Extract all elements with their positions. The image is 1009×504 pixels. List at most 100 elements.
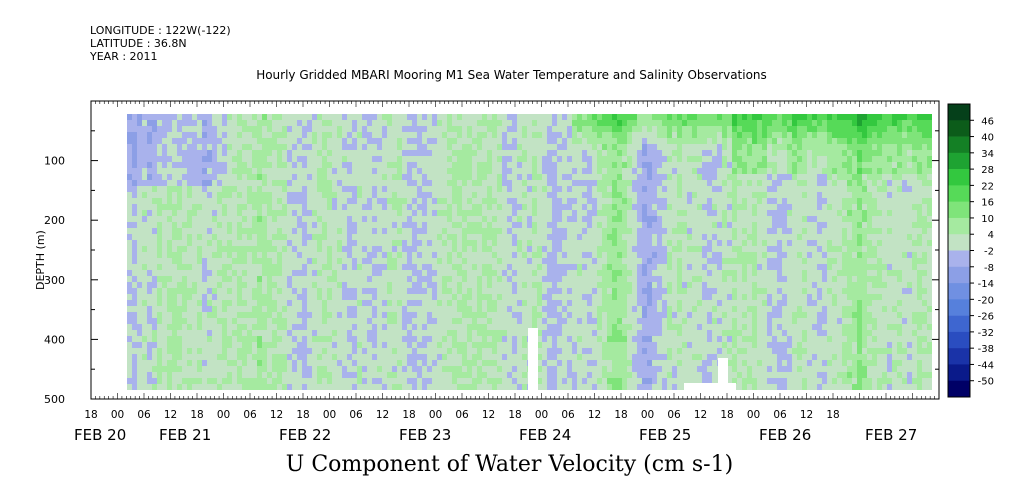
heatmap-cell xyxy=(277,360,283,367)
heatmap-cell xyxy=(537,210,543,217)
heatmap-cell xyxy=(312,324,318,331)
heatmap-cell xyxy=(607,192,613,199)
heatmap-cell xyxy=(352,132,358,139)
heatmap-cell xyxy=(132,186,138,193)
heatmap-cell xyxy=(362,336,368,343)
heatmap-cell xyxy=(432,354,438,361)
heatmap-cell xyxy=(627,270,633,277)
heatmap-cell xyxy=(162,174,168,181)
heatmap-cell xyxy=(652,330,658,337)
heatmap-cell xyxy=(462,126,468,133)
heatmap-cell xyxy=(637,270,643,277)
heatmap-cell xyxy=(267,168,273,175)
heatmap-cell xyxy=(372,120,378,127)
heatmap-cell xyxy=(457,360,463,367)
heatmap-cell xyxy=(307,186,313,193)
heatmap-cell xyxy=(367,336,373,343)
heatmap-cell xyxy=(407,240,413,247)
heatmap-cell xyxy=(312,258,318,265)
heatmap-cell xyxy=(632,300,638,307)
heatmap-cell xyxy=(607,120,613,127)
heatmap-cell xyxy=(227,216,233,223)
heatmap-cell xyxy=(492,300,498,307)
heatmap-cell xyxy=(282,228,288,235)
heatmap-cell xyxy=(372,162,378,169)
heatmap-cell xyxy=(537,372,543,379)
heatmap-cell xyxy=(452,210,458,217)
heatmap-cell xyxy=(357,312,363,319)
heatmap-cell xyxy=(507,192,513,199)
heatmap-cell xyxy=(237,306,243,313)
heatmap-cell xyxy=(612,168,618,175)
heatmap-cell xyxy=(392,276,398,283)
heatmap-cell xyxy=(522,354,528,361)
heatmap-cell xyxy=(427,318,433,325)
heatmap-cell xyxy=(617,126,623,133)
heatmap-cell xyxy=(437,288,443,295)
heatmap-cell xyxy=(227,234,233,241)
heatmap-cell xyxy=(457,210,463,217)
heatmap-cell xyxy=(472,264,478,271)
heatmap-cell xyxy=(647,324,653,331)
heatmap-cell xyxy=(152,180,158,187)
heatmap-cell xyxy=(342,168,348,175)
heatmap-cell xyxy=(417,228,423,235)
heatmap-cell xyxy=(377,378,383,385)
heatmap-cell xyxy=(392,198,398,205)
heatmap-cell xyxy=(547,348,553,355)
heatmap-cell xyxy=(157,348,163,355)
heatmap-cell xyxy=(302,114,308,121)
heatmap-cell xyxy=(447,228,453,235)
heatmap-cell xyxy=(447,216,453,223)
heatmap-cell xyxy=(552,114,558,121)
heatmap-cell xyxy=(342,180,348,187)
heatmap-cell xyxy=(617,306,623,313)
heatmap-cell xyxy=(587,246,593,253)
heatmap-cell xyxy=(632,186,638,193)
heatmap-cell xyxy=(442,312,448,319)
heatmap-cell xyxy=(127,168,133,175)
heatmap-cell xyxy=(577,138,583,145)
heatmap-cell xyxy=(607,126,613,133)
heatmap-cell xyxy=(257,162,263,169)
heatmap-cell xyxy=(667,240,673,247)
heatmap-cell xyxy=(177,240,183,247)
heatmap-cell xyxy=(142,120,148,127)
heatmap-cell xyxy=(587,384,593,390)
heatmap-cell xyxy=(382,312,388,319)
heatmap-cell xyxy=(382,306,388,313)
heatmap-cell xyxy=(537,234,543,241)
heatmap-cell xyxy=(637,126,643,133)
heatmap-cell xyxy=(592,120,598,127)
heatmap-cell xyxy=(202,174,208,181)
heatmap-cell xyxy=(637,312,643,319)
heatmap-cell xyxy=(207,348,213,355)
heatmap-cell xyxy=(152,144,158,151)
heatmap-cell xyxy=(297,150,303,157)
heatmap-cell xyxy=(347,204,353,211)
heatmap-cell xyxy=(137,276,143,283)
heatmap-cell xyxy=(362,342,368,349)
heatmap-cell xyxy=(402,210,408,217)
heatmap-cell xyxy=(482,330,488,337)
heatmap-cell xyxy=(507,228,513,235)
heatmap-cell xyxy=(567,294,573,301)
heatmap-cell xyxy=(612,372,618,379)
heatmap-cell xyxy=(332,186,338,193)
heatmap-cell xyxy=(377,180,383,187)
heatmap-cell xyxy=(167,330,173,337)
heatmap-cell xyxy=(227,132,233,139)
heatmap-cell xyxy=(592,222,598,229)
heatmap-cell xyxy=(492,168,498,175)
heatmap-cell xyxy=(322,306,328,313)
heatmap-cell xyxy=(142,144,148,151)
heatmap-cell xyxy=(217,330,223,337)
heatmap-cell xyxy=(577,192,583,199)
heatmap-cell xyxy=(437,138,443,145)
heatmap-cell xyxy=(657,120,663,127)
heatmap-cell xyxy=(457,384,463,390)
heatmap-cell xyxy=(292,300,298,307)
heatmap-cell xyxy=(247,378,253,385)
heatmap-cell xyxy=(212,378,218,385)
heatmap-cell xyxy=(427,306,433,313)
